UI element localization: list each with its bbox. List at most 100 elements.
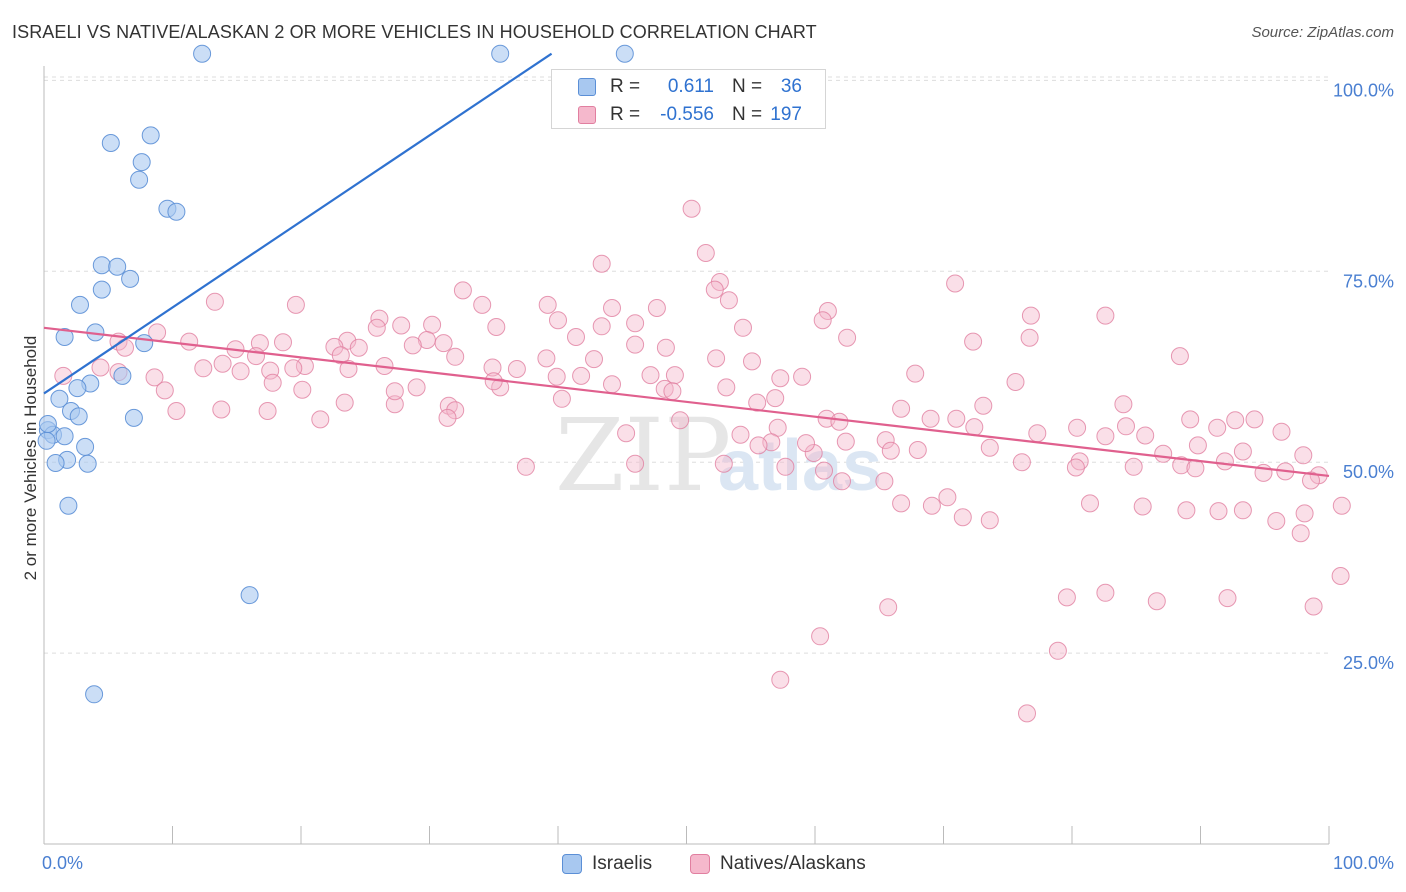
- natives-point: [483, 358, 502, 377]
- natives-point: [403, 336, 422, 355]
- series-legend: Israelis Natives/Alaskans: [0, 852, 1406, 878]
- israelis-swatch: [562, 854, 582, 874]
- natives-point: [1117, 417, 1135, 436]
- natives-point: [423, 315, 442, 334]
- source-label: Source: ZipAtlas.com: [1251, 24, 1394, 41]
- natives-point: [1136, 426, 1155, 445]
- natives-point: [813, 311, 832, 330]
- natives-point: [549, 311, 567, 330]
- israelis-point: [92, 256, 111, 275]
- israelis-point: [132, 153, 151, 172]
- israelis-point: [69, 407, 88, 426]
- israelis-point: [50, 389, 69, 408]
- natives-point: [881, 441, 900, 460]
- natives-point: [980, 511, 999, 530]
- natives-point: [705, 280, 724, 299]
- natives-point: [434, 334, 453, 353]
- israelis-point: [135, 334, 154, 353]
- israelis-point: [141, 126, 160, 145]
- israelis-point: [37, 431, 56, 450]
- natives-point: [626, 314, 645, 333]
- natives-point: [1226, 411, 1245, 430]
- natives-point: [1304, 597, 1323, 616]
- natives-point: [1147, 592, 1166, 611]
- natives-point: [473, 295, 492, 314]
- natives-point: [804, 444, 823, 462]
- natives-point: [771, 670, 790, 689]
- israelis-point: [55, 427, 74, 446]
- natives-point: [815, 461, 833, 480]
- natives-point: [293, 380, 312, 399]
- axes: [43, 66, 1330, 845]
- israelis-point: [92, 280, 111, 299]
- natives-point: [331, 346, 350, 365]
- legend-swatch-pink: [578, 106, 596, 124]
- israelis-point: [167, 202, 186, 221]
- natives-point: [647, 299, 666, 317]
- natives-point: [385, 395, 404, 414]
- natives-point: [145, 368, 164, 387]
- natives-point: [1272, 422, 1291, 441]
- israelis-point: [59, 496, 78, 515]
- natives-point: [671, 411, 690, 430]
- natives-point: [155, 381, 174, 400]
- natives-point: [731, 425, 750, 444]
- natives-point: [407, 378, 426, 397]
- israelis-point: [71, 295, 89, 314]
- legend-swatch-blue: [578, 78, 596, 96]
- natives-point: [771, 369, 790, 388]
- natives-point: [392, 316, 411, 335]
- natives-point: [946, 274, 965, 293]
- natives-point: [908, 441, 927, 459]
- natives-point: [1028, 424, 1047, 443]
- israelis-point: [38, 415, 57, 433]
- natives-point: [1302, 471, 1320, 490]
- x-tick-labels: 0.0% 100.0%: [42, 853, 1394, 873]
- israelis-point: [85, 685, 104, 704]
- watermark: ZIP atlas: [555, 397, 882, 514]
- natives-point: [830, 412, 849, 431]
- natives-point: [743, 352, 761, 371]
- natives-point: [1018, 704, 1036, 723]
- natives-point: [766, 389, 785, 408]
- natives-point: [714, 454, 733, 473]
- natives-point: [1021, 306, 1040, 325]
- natives-point: [965, 418, 984, 437]
- natives-point: [1209, 502, 1228, 521]
- legend-n-value: 36: [780, 76, 802, 97]
- natives-point: [964, 332, 983, 351]
- natives-point: [1181, 410, 1200, 429]
- natives-point: [663, 382, 682, 401]
- natives-point: [194, 359, 213, 378]
- natives-point: [1291, 524, 1310, 543]
- y-tick-label: 75.0%: [1343, 271, 1394, 291]
- legend-r-value: -0.556: [660, 104, 714, 125]
- natives-point: [446, 401, 465, 420]
- natives-point: [592, 317, 611, 336]
- israelis-point: [130, 170, 149, 189]
- israelis-point: [113, 366, 132, 385]
- natives-point: [656, 338, 675, 357]
- natives-point: [1057, 588, 1076, 607]
- natives-point: [263, 373, 282, 392]
- natives-point: [367, 318, 386, 337]
- natives-point: [980, 438, 999, 457]
- israelis-points: [37, 44, 634, 704]
- natives-point: [547, 367, 566, 386]
- natives-point: [603, 299, 621, 317]
- natives-point: [507, 360, 526, 378]
- legend-r-label: R =: [610, 104, 641, 125]
- natives-point: [592, 254, 611, 273]
- natives-point: [1081, 494, 1099, 513]
- natives-point: [274, 333, 292, 352]
- israelis-label: Israelis: [592, 853, 653, 874]
- natives-point: [719, 291, 738, 310]
- natives-point: [438, 408, 457, 427]
- natives-point: [1218, 589, 1237, 608]
- natives-point: [516, 457, 535, 476]
- israelis-point: [101, 134, 120, 152]
- israelis-point: [68, 379, 87, 398]
- israelis-point: [121, 269, 140, 288]
- natives-point: [717, 378, 736, 397]
- natives-point: [953, 508, 972, 527]
